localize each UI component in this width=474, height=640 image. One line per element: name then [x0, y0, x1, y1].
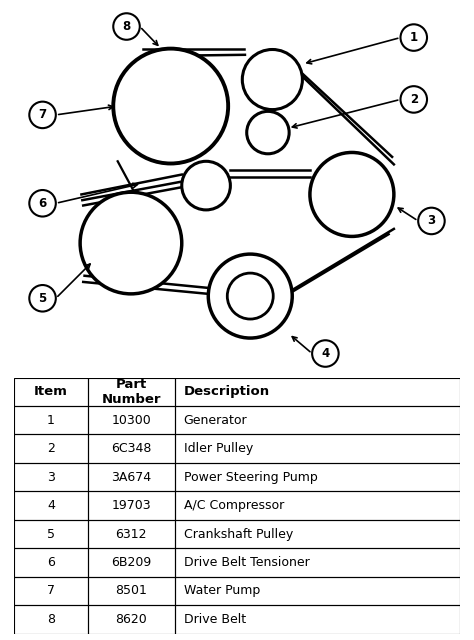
- Bar: [88, 406, 174, 435]
- Text: 6: 6: [47, 556, 55, 569]
- Text: Crankshaft Pulley: Crankshaft Pulley: [183, 527, 293, 541]
- Bar: [88, 492, 174, 520]
- Text: 3: 3: [47, 470, 55, 484]
- Bar: [14, 548, 88, 577]
- Circle shape: [208, 254, 292, 338]
- Bar: [88, 577, 174, 605]
- Text: Part
Number: Part Number: [101, 378, 161, 406]
- Text: 1: 1: [47, 414, 55, 427]
- Bar: [14, 605, 88, 634]
- Circle shape: [113, 13, 140, 40]
- Text: 8: 8: [122, 20, 131, 33]
- Text: 10300: 10300: [111, 414, 151, 427]
- Text: 6B209: 6B209: [111, 556, 151, 569]
- Bar: [14, 492, 88, 520]
- Bar: [14, 520, 88, 548]
- Bar: [88, 378, 174, 406]
- Text: 7: 7: [47, 584, 55, 597]
- Circle shape: [401, 24, 427, 51]
- Text: 6C348: 6C348: [111, 442, 151, 455]
- Text: 8501: 8501: [115, 584, 147, 597]
- Bar: [174, 406, 460, 435]
- Bar: [174, 492, 460, 520]
- Text: A/C Compressor: A/C Compressor: [183, 499, 284, 512]
- Text: Description: Description: [183, 385, 270, 398]
- Bar: [14, 463, 88, 492]
- Bar: [14, 577, 88, 605]
- Bar: [174, 605, 460, 634]
- Text: Drive Belt: Drive Belt: [183, 613, 246, 626]
- Text: 3: 3: [428, 214, 436, 227]
- Bar: [88, 605, 174, 634]
- Text: 8620: 8620: [115, 613, 147, 626]
- Text: 2: 2: [47, 442, 55, 455]
- Text: 5: 5: [47, 527, 55, 541]
- Bar: [174, 378, 460, 406]
- Circle shape: [312, 340, 338, 367]
- Text: 6: 6: [38, 196, 46, 210]
- Text: Water Pump: Water Pump: [183, 584, 260, 597]
- Circle shape: [401, 86, 427, 113]
- Bar: [174, 463, 460, 492]
- Circle shape: [418, 208, 445, 234]
- Bar: [14, 406, 88, 435]
- Text: Power Steering Pump: Power Steering Pump: [183, 470, 317, 484]
- Text: Idler Pulley: Idler Pulley: [183, 442, 253, 455]
- Circle shape: [29, 285, 56, 312]
- Text: 2: 2: [410, 93, 418, 106]
- Bar: [88, 435, 174, 463]
- Circle shape: [29, 190, 56, 216]
- Circle shape: [29, 102, 56, 128]
- Text: 7: 7: [38, 108, 46, 122]
- Circle shape: [113, 49, 228, 163]
- Circle shape: [80, 192, 182, 294]
- Circle shape: [182, 161, 230, 210]
- Text: 4: 4: [321, 347, 329, 360]
- Text: Item: Item: [34, 385, 68, 398]
- Circle shape: [310, 152, 394, 236]
- Text: 5: 5: [38, 292, 46, 305]
- Text: 4: 4: [47, 499, 55, 512]
- Circle shape: [227, 273, 273, 319]
- Circle shape: [242, 49, 302, 109]
- Text: 3A674: 3A674: [111, 470, 151, 484]
- Circle shape: [247, 111, 289, 154]
- Bar: [174, 577, 460, 605]
- Text: 19703: 19703: [111, 499, 151, 512]
- Bar: [14, 378, 88, 406]
- Bar: [88, 548, 174, 577]
- Text: 1: 1: [410, 31, 418, 44]
- Bar: [14, 435, 88, 463]
- Text: Drive Belt Tensioner: Drive Belt Tensioner: [183, 556, 309, 569]
- Text: 8: 8: [47, 613, 55, 626]
- Text: 6312: 6312: [116, 527, 147, 541]
- Bar: [88, 520, 174, 548]
- Text: Generator: Generator: [183, 414, 247, 427]
- Bar: [174, 435, 460, 463]
- Bar: [174, 520, 460, 548]
- Bar: [88, 463, 174, 492]
- Bar: [174, 548, 460, 577]
